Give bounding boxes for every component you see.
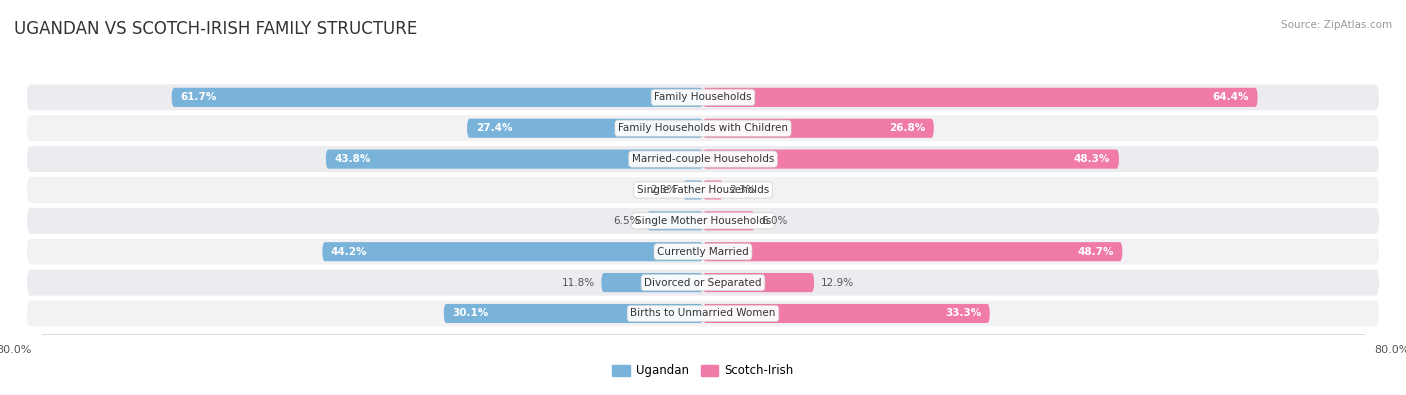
Text: Married-couple Households: Married-couple Households	[631, 154, 775, 164]
FancyBboxPatch shape	[467, 118, 703, 138]
Text: 2.3%: 2.3%	[650, 185, 676, 195]
FancyBboxPatch shape	[602, 273, 703, 292]
FancyBboxPatch shape	[703, 150, 1119, 169]
FancyBboxPatch shape	[703, 88, 1257, 107]
FancyBboxPatch shape	[27, 115, 1379, 141]
Text: Single Mother Households: Single Mother Households	[636, 216, 770, 226]
Text: 64.4%: 64.4%	[1212, 92, 1249, 102]
FancyBboxPatch shape	[444, 304, 703, 323]
FancyBboxPatch shape	[27, 208, 1379, 234]
FancyBboxPatch shape	[27, 177, 1379, 203]
FancyBboxPatch shape	[27, 85, 1379, 110]
FancyBboxPatch shape	[683, 181, 703, 199]
Text: 6.0%: 6.0%	[762, 216, 787, 226]
Text: Source: ZipAtlas.com: Source: ZipAtlas.com	[1281, 20, 1392, 30]
FancyBboxPatch shape	[703, 211, 755, 230]
Text: Divorced or Separated: Divorced or Separated	[644, 278, 762, 288]
Text: 44.2%: 44.2%	[330, 247, 367, 257]
Text: 33.3%: 33.3%	[945, 308, 981, 318]
Text: 61.7%: 61.7%	[180, 92, 217, 102]
Text: 48.3%: 48.3%	[1074, 154, 1111, 164]
Text: Family Households with Children: Family Households with Children	[619, 123, 787, 133]
Text: 12.9%: 12.9%	[821, 278, 853, 288]
FancyBboxPatch shape	[326, 150, 703, 169]
Text: Single Father Households: Single Father Households	[637, 185, 769, 195]
Text: 2.3%: 2.3%	[730, 185, 756, 195]
Text: 11.8%: 11.8%	[561, 278, 595, 288]
Text: Currently Married: Currently Married	[657, 247, 749, 257]
FancyBboxPatch shape	[322, 242, 703, 261]
FancyBboxPatch shape	[703, 242, 1122, 261]
Legend: Ugandan, Scotch-Irish: Ugandan, Scotch-Irish	[607, 360, 799, 382]
FancyBboxPatch shape	[703, 118, 934, 138]
FancyBboxPatch shape	[703, 304, 990, 323]
FancyBboxPatch shape	[27, 270, 1379, 295]
FancyBboxPatch shape	[703, 181, 723, 199]
Text: Family Households: Family Households	[654, 92, 752, 102]
Text: 48.7%: 48.7%	[1077, 247, 1114, 257]
FancyBboxPatch shape	[27, 146, 1379, 172]
Text: 26.8%: 26.8%	[889, 123, 925, 133]
FancyBboxPatch shape	[703, 273, 814, 292]
FancyBboxPatch shape	[647, 211, 703, 230]
Text: 27.4%: 27.4%	[475, 123, 512, 133]
Text: 43.8%: 43.8%	[335, 154, 371, 164]
FancyBboxPatch shape	[27, 239, 1379, 265]
FancyBboxPatch shape	[172, 88, 703, 107]
Text: 6.5%: 6.5%	[613, 216, 640, 226]
Text: UGANDAN VS SCOTCH-IRISH FAMILY STRUCTURE: UGANDAN VS SCOTCH-IRISH FAMILY STRUCTURE	[14, 20, 418, 38]
FancyBboxPatch shape	[27, 301, 1379, 326]
Text: 30.1%: 30.1%	[453, 308, 489, 318]
Text: Births to Unmarried Women: Births to Unmarried Women	[630, 308, 776, 318]
